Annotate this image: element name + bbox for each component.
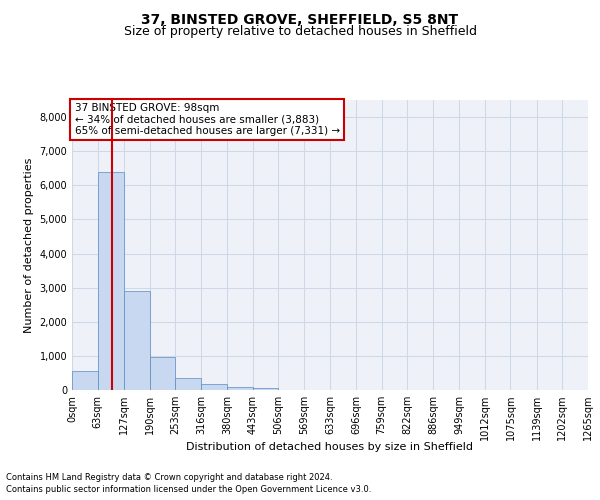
Text: Distribution of detached houses by size in Sheffield: Distribution of detached houses by size … xyxy=(187,442,473,452)
Text: 37 BINSTED GROVE: 98sqm
← 34% of detached houses are smaller (3,883)
65% of semi: 37 BINSTED GROVE: 98sqm ← 34% of detache… xyxy=(74,103,340,136)
Text: Contains public sector information licensed under the Open Government Licence v3: Contains public sector information licen… xyxy=(6,485,371,494)
Bar xyxy=(253,388,278,390)
Y-axis label: Number of detached properties: Number of detached properties xyxy=(24,158,34,332)
Bar xyxy=(149,356,175,390)
Bar xyxy=(124,291,149,390)
Bar xyxy=(175,378,201,390)
Text: Contains HM Land Registry data © Crown copyright and database right 2024.: Contains HM Land Registry data © Crown c… xyxy=(6,472,332,482)
Bar xyxy=(227,387,253,390)
Bar xyxy=(72,371,98,390)
Bar xyxy=(201,384,227,390)
Text: 37, BINSTED GROVE, SHEFFIELD, S5 8NT: 37, BINSTED GROVE, SHEFFIELD, S5 8NT xyxy=(142,12,458,26)
Bar xyxy=(98,172,124,390)
Text: Size of property relative to detached houses in Sheffield: Size of property relative to detached ho… xyxy=(124,25,476,38)
